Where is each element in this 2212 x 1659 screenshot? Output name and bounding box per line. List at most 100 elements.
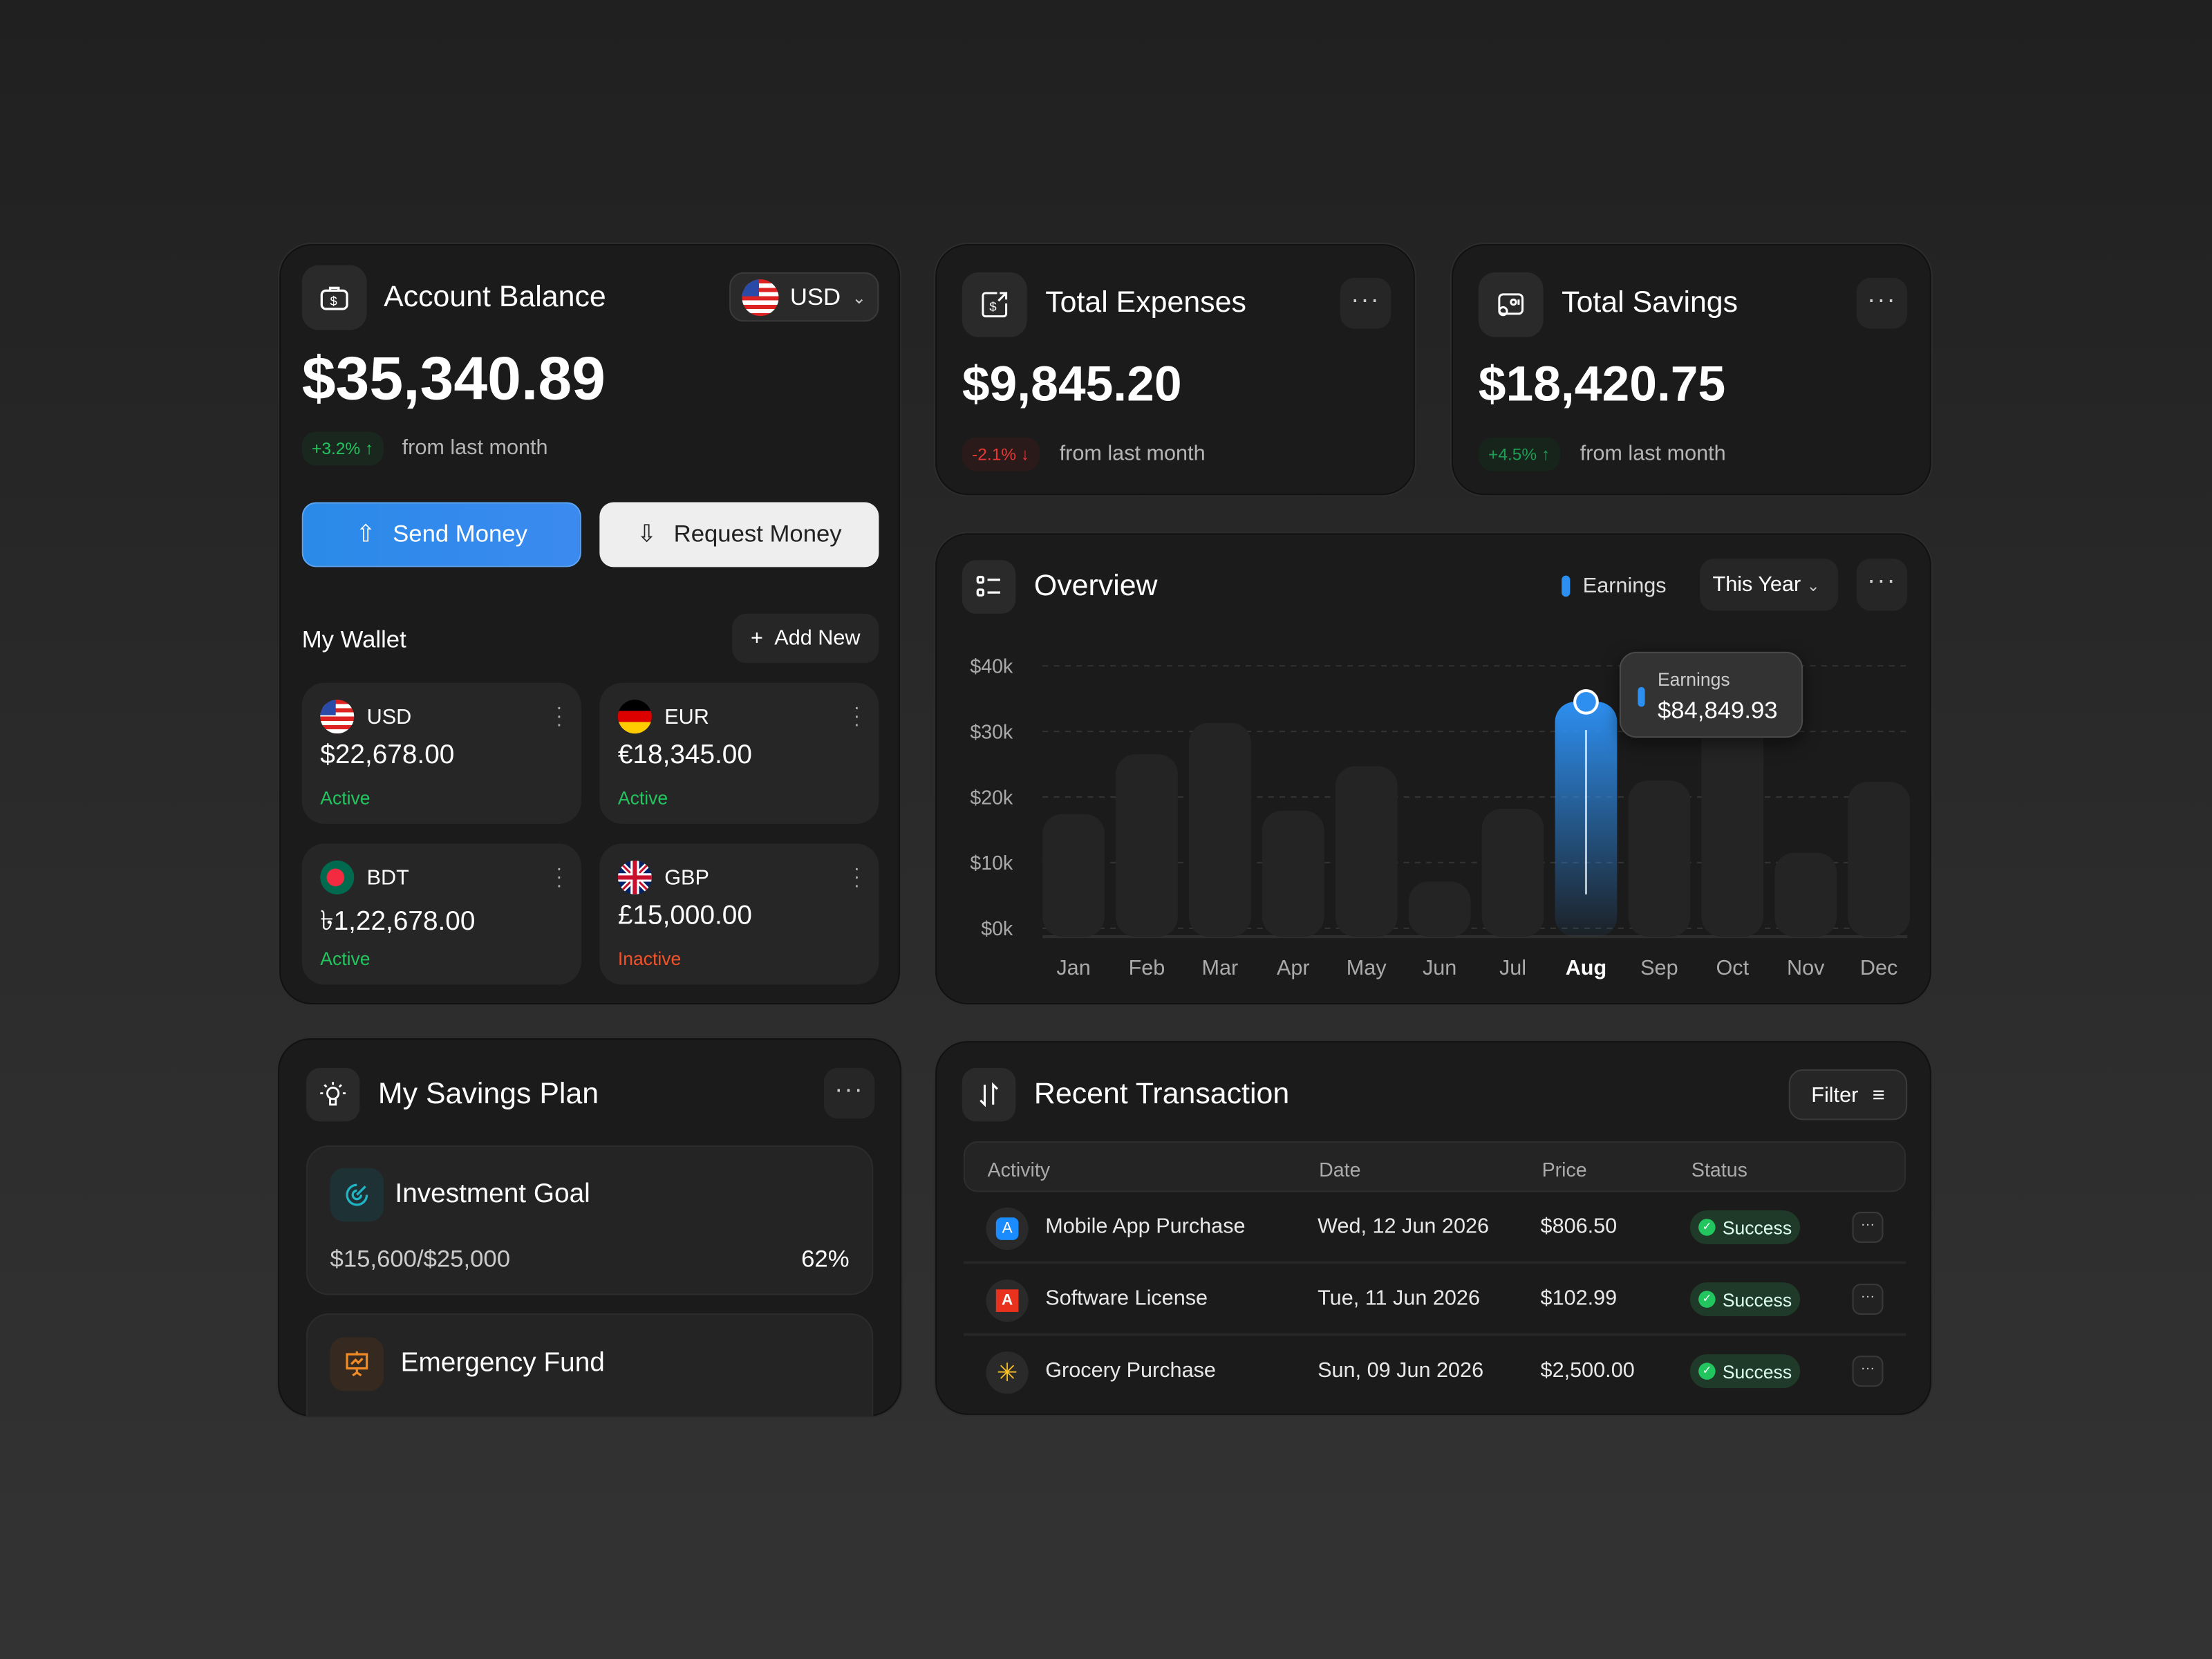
filter-button[interactable]: Filter ≡ <box>1788 1069 1908 1121</box>
total-savings-card: Total Savings ··· $18,420.75 +4.5% ↑ fro… <box>1450 243 1933 497</box>
card-title: Total Expenses <box>1045 286 1246 319</box>
price: $2,500.00 <box>1540 1358 1635 1382</box>
send-money-button[interactable]: ⇧ Send Money <box>301 502 581 568</box>
adobe-icon: A <box>986 1280 1029 1322</box>
savings-plan-card: My Savings Plan ··· Investment Goal $15,… <box>276 1036 903 1418</box>
bar-oct <box>1701 720 1764 937</box>
change-badge: +3.2% ↑ <box>301 431 384 466</box>
x-tick-label: Apr <box>1277 956 1310 980</box>
price: $102.99 <box>1540 1286 1618 1311</box>
add-new-button[interactable]: + Add New <box>732 613 879 664</box>
y-tick-label: $0k <box>981 918 1013 940</box>
us-flag-icon <box>742 279 779 316</box>
kebab-menu-icon[interactable]: · · · <box>556 856 563 896</box>
column-header: Activity <box>987 1158 1051 1181</box>
x-tick-label: Feb <box>1129 956 1165 980</box>
currency-value: USD <box>789 283 841 310</box>
wallet-amount: $22,678.00 <box>320 740 455 771</box>
legend-label: Earnings <box>1582 574 1667 599</box>
date: Tue, 11 Jun 2026 <box>1318 1286 1480 1311</box>
table-row[interactable]: A Software License Tue, 11 Jun 2026 $102… <box>963 1264 1906 1336</box>
lightbulb-icon <box>306 1067 360 1122</box>
money-bag-icon: $ <box>301 265 367 330</box>
wallet-status: Active <box>320 787 371 809</box>
column-header: Price <box>1541 1158 1587 1181</box>
goal-percent: 62% <box>801 1246 850 1273</box>
tooltip-swatch <box>1638 686 1645 707</box>
add-new-label: Add New <box>774 626 861 650</box>
x-tick-label: Jun <box>1423 956 1456 980</box>
status-label: Success <box>1722 1360 1792 1382</box>
tooltip-label: Earnings <box>1657 668 1730 690</box>
status-badge: ✓ Success <box>1689 1210 1801 1244</box>
recent-transactions-card: Recent Transaction Filter ≡ Activity Date… <box>934 1040 1933 1416</box>
check-icon: ✓ <box>1698 1219 1716 1236</box>
row-more-button[interactable]: ··· <box>1852 1212 1884 1243</box>
y-tick-label: $20k <box>970 787 1013 809</box>
savings-amount: $18,420.75 <box>1478 357 1726 412</box>
chart-tooltip: Earnings $84,849.93 <box>1619 651 1803 738</box>
period-select[interactable]: This Year ⌄ <box>1700 559 1839 611</box>
row-more-button[interactable]: ··· <box>1852 1284 1884 1315</box>
wallet-card-eur[interactable]: EUR · · · €18,345.00 Active <box>599 682 879 824</box>
hover-point <box>1573 688 1599 715</box>
check-icon: ✓ <box>1698 1362 1716 1380</box>
bangladesh-flag-icon <box>320 860 355 894</box>
bar-nov <box>1774 852 1837 937</box>
change-badge: -2.1% ↓ <box>962 437 1040 471</box>
card-title: Overview <box>1033 570 1158 603</box>
wallet-status: Active <box>617 787 668 809</box>
legend-swatch <box>1562 575 1571 597</box>
more-options-button[interactable]: ··· <box>1856 559 1908 611</box>
bar-jul <box>1481 809 1544 937</box>
currency-select[interactable]: USD ⌄ <box>729 272 879 322</box>
kebab-menu-icon[interactable]: · · · <box>853 856 861 896</box>
chevron-down-icon: ⌄ <box>852 287 866 307</box>
more-options-button[interactable]: ··· <box>823 1067 875 1119</box>
request-money-button[interactable]: ⇩ Request Money <box>599 502 879 568</box>
bar-sep <box>1628 780 1691 937</box>
wallet-card-usd[interactable]: USD · · · $22,678.00 Active <box>301 682 581 824</box>
earnings-bar-chart: $0k $10k $20k $30k $40k Jan Feb Mar Apr May Jun Jul… <box>970 655 1911 980</box>
bar-apr <box>1262 810 1324 937</box>
x-tick-label: May <box>1347 956 1387 980</box>
table-row[interactable]: ✳ Grocery Purchase Sun, 09 Jun 2026 $2,5… <box>964 1336 1906 1408</box>
balance-amount: $35,340.89 <box>301 345 606 413</box>
table-row[interactable]: A Mobile App Purchase Wed, 12 Jun 2026 $… <box>963 1192 1906 1264</box>
x-tick-label: Mar <box>1202 956 1239 980</box>
target-icon <box>330 1168 384 1222</box>
status-label: Success <box>1722 1217 1792 1238</box>
wallet-card-bdt[interactable]: BDT · · · ৳1,22,678.00 Active <box>301 843 581 985</box>
expenses-amount: $9,845.20 <box>962 357 1182 412</box>
x-tick-label: Jan <box>1056 956 1090 980</box>
svg-text:$: $ <box>330 294 337 308</box>
change-note: from last month <box>1059 441 1206 466</box>
tooltip-value: $84,849.93 <box>1657 697 1778 724</box>
more-options-button[interactable]: ··· <box>1340 278 1391 329</box>
y-tick-label: $40k <box>970 655 1013 677</box>
y-tick-label: $10k <box>970 852 1013 874</box>
status-badge: ✓ Success <box>1689 1354 1801 1389</box>
row-more-button[interactable]: ··· <box>1852 1356 1884 1387</box>
swap-arrows-icon <box>962 1067 1016 1122</box>
table-header: Activity Date Price Status <box>963 1141 1906 1192</box>
more-options-button[interactable]: ··· <box>1856 278 1908 329</box>
germany-flag-icon <box>617 700 652 734</box>
wallet-currency: BDT <box>366 866 409 890</box>
kebab-menu-icon[interactable]: · · · <box>556 695 563 735</box>
emergency-fund-card[interactable]: Emergency Fund <box>306 1313 874 1416</box>
wallet-card-gbp[interactable]: GBP · · · £15,000.00 Inactive <box>599 843 879 985</box>
y-tick-label: $30k <box>970 721 1013 743</box>
wallet-status: Active <box>320 948 371 970</box>
activity: Mobile App Purchase <box>1045 1215 1246 1239</box>
column-header: Date <box>1319 1158 1361 1181</box>
change-note: from last month <box>402 435 548 460</box>
card-title: Recent Transaction <box>1033 1078 1290 1111</box>
plus-icon: + <box>751 626 763 650</box>
kebab-menu-icon[interactable]: · · · <box>853 695 861 735</box>
investment-goal-card[interactable]: Investment Goal $15,600/$25,000 62% <box>306 1145 874 1295</box>
wallet-amount: £15,000.00 <box>617 901 752 931</box>
x-tick-label: Dec <box>1860 956 1897 980</box>
bar-mar <box>1188 722 1251 937</box>
